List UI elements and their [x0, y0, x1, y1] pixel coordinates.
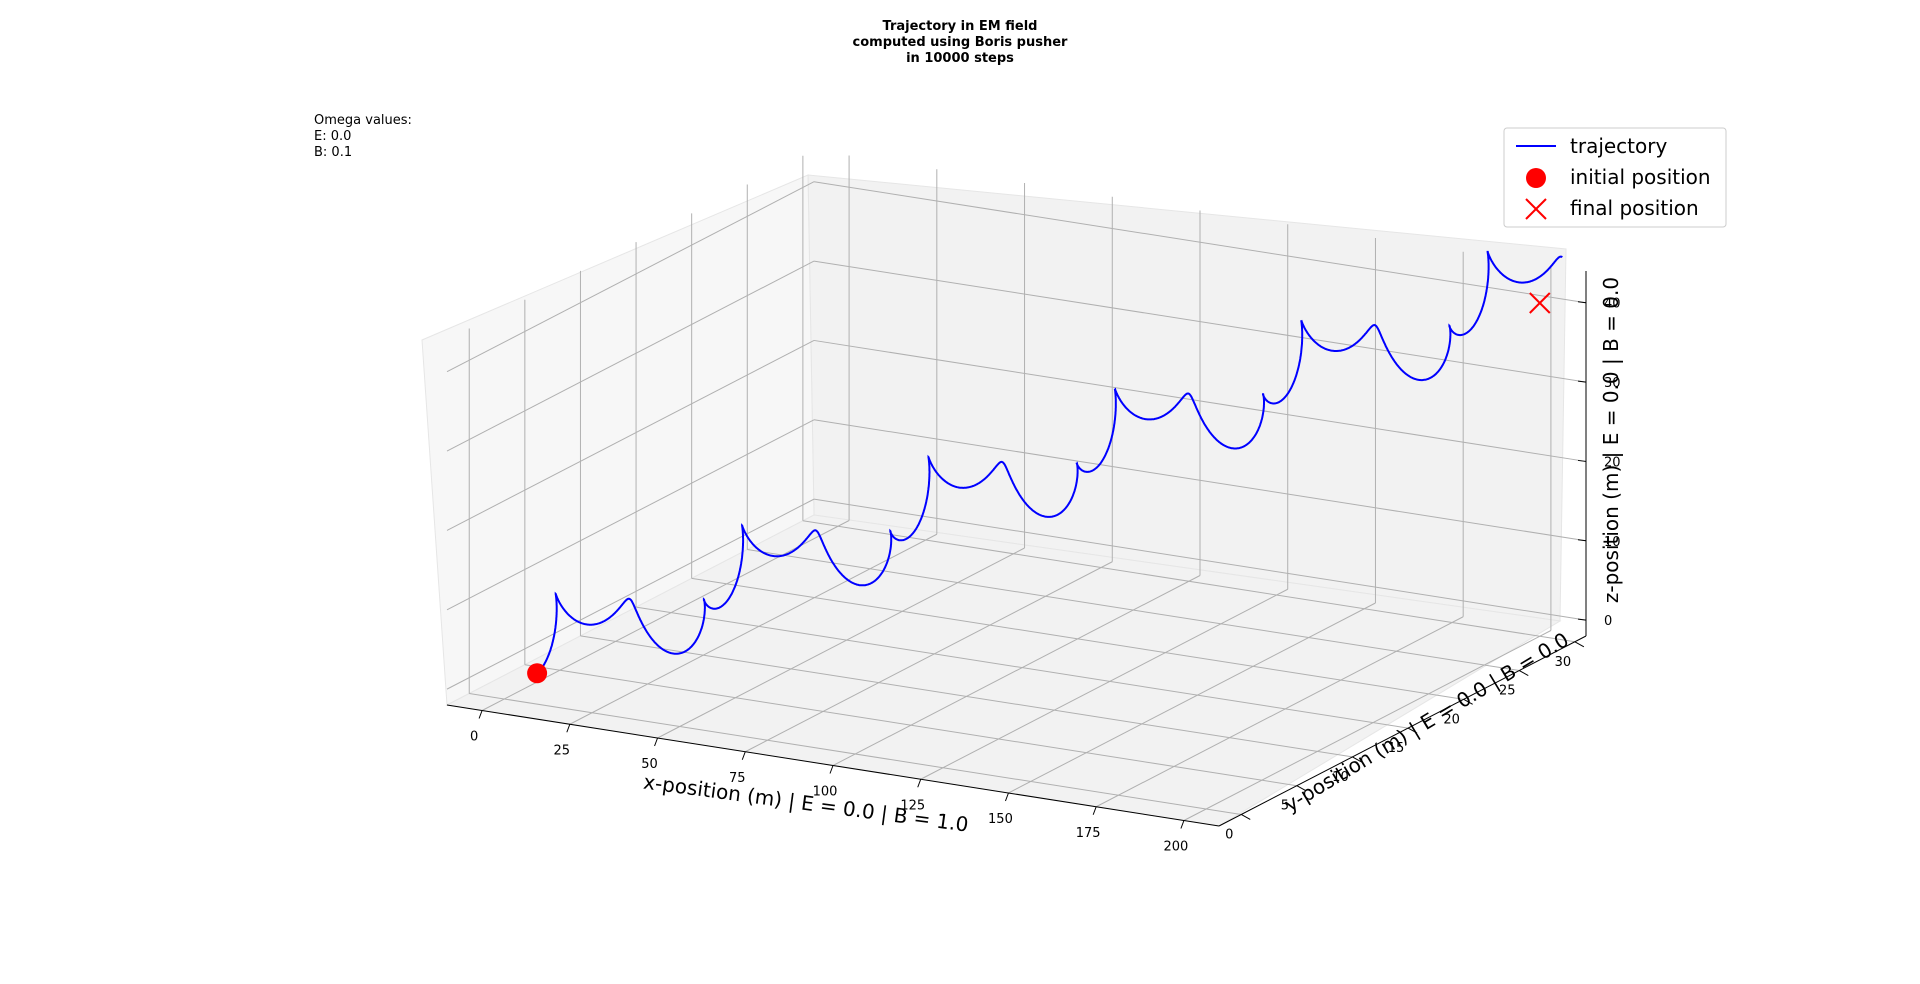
grid-line-y [691, 577, 1464, 700]
legend-final-label: final position [1570, 196, 1699, 220]
y-tick-label: 5 [1281, 799, 1289, 814]
x-tick-mark [1180, 820, 1185, 829]
x-tick-mark [829, 765, 834, 774]
trajectory-series-line [536, 250, 1563, 675]
chart-title: Trajectory in EM field computed using Bo… [853, 19, 1068, 66]
grid-line-z [446, 498, 815, 690]
legend-final-swatch [1525, 198, 1547, 220]
x-tick-label: 50 [641, 757, 658, 772]
x-tick-label: 125 [900, 798, 925, 813]
x-tick-mark [566, 724, 571, 733]
grid-line-z [813, 181, 1587, 304]
y-tick-mark [1519, 670, 1529, 676]
y-tick-label: 15 [1388, 741, 1405, 756]
grid-line-z [813, 339, 1587, 462]
y-tick-mark [1352, 756, 1362, 763]
y-tick-mark [1296, 785, 1307, 792]
z-tick-mark [1577, 618, 1587, 621]
y-tick-mark [1240, 814, 1251, 820]
grid-line-x [1183, 630, 1552, 821]
grid-line-y [580, 635, 1353, 758]
initial-position-marker [527, 663, 548, 684]
z-axis-ticks: 0 10 20 30 40 [1577, 297, 1621, 629]
x-tick-label: 150 [988, 812, 1013, 827]
y-tick-label: 30 [1555, 655, 1572, 670]
grid-line-x [1008, 602, 1376, 794]
x-tick-mark [654, 737, 659, 747]
z-tick-label: 20 [1604, 455, 1621, 470]
y-tick-label: 20 [1443, 712, 1460, 727]
grid-lines [446, 155, 1587, 821]
x-tick-label: 200 [1163, 840, 1188, 855]
omega-line-1: Omega values: [314, 113, 412, 128]
grid-line-z [813, 498, 1587, 621]
x-tick-mark [917, 779, 922, 788]
z-tick-label: 40 [1604, 297, 1621, 312]
legend-frame [1503, 127, 1727, 228]
z-tick-mark [1577, 380, 1587, 383]
grid-line-y [635, 606, 1409, 729]
title-line-2: computed using Boris pusher [853, 35, 1068, 50]
z-tick-label: 30 [1604, 376, 1621, 391]
y-tick-label: 10 [1332, 770, 1349, 785]
title-line-1: Trajectory in EM field [883, 19, 1038, 34]
grid-line-y [802, 520, 1575, 643]
y-tick-label: 25 [1499, 684, 1516, 699]
omega-annotation: Omega values: E: 0.0 B: 0.1 [314, 113, 412, 160]
y-tick-label: 0 [1225, 827, 1233, 842]
grid-line-y [747, 549, 1520, 672]
omega-line-3: B: 0.1 [314, 145, 352, 160]
final-position-marker [1529, 292, 1551, 314]
grid-line-z [813, 260, 1587, 383]
grid-line-x [745, 561, 1113, 753]
legend: trajectory initial position final positi… [1503, 127, 1727, 228]
y-axis-ticks: 0 5 10 15 20 25 30 [1225, 641, 1585, 842]
grid-line-x [1095, 616, 1464, 808]
x-tick-label: 175 [1076, 826, 1101, 841]
grid-line-z [813, 419, 1587, 542]
x-tick-mark [741, 751, 746, 760]
x-axis-ticks: 0 25 50 75 100 125 150 175 200 [470, 710, 1188, 855]
grid-line-x [657, 547, 1025, 739]
legend-initial-swatch [1526, 168, 1546, 188]
grid-line-x [569, 533, 938, 725]
legend-trajectory-label: trajectory [1570, 134, 1667, 158]
x-tick-mark [1092, 806, 1097, 815]
grid-line-x [832, 575, 1201, 766]
x-tick-mark [1004, 792, 1009, 802]
grid-line-y [469, 692, 1242, 815]
grid-line-z [446, 260, 815, 452]
y-tick-mark [1407, 727, 1418, 734]
grid-line-z [446, 419, 815, 611]
x-tick-label: 75 [729, 771, 746, 786]
final-position-x-stroke [1529, 292, 1551, 314]
grid-line-y [524, 664, 1297, 787]
grid-line-x [920, 588, 1288, 780]
z-tick-label: 10 [1604, 535, 1621, 550]
y-tick-mark [1574, 641, 1585, 648]
x-tick-label: 0 [470, 730, 478, 745]
z-tick-label: 0 [1604, 614, 1612, 629]
grid-line-z [446, 339, 815, 531]
y-tick-mark [1463, 698, 1473, 705]
z-tick-mark [1577, 459, 1587, 462]
z-tick-mark [1577, 301, 1587, 304]
z-tick-mark [1577, 539, 1587, 542]
grid-line-z [446, 181, 815, 373]
title-line-3: in 10000 steps [906, 51, 1014, 66]
x-tick-mark [478, 710, 483, 719]
legend-initial-label: initial position [1570, 165, 1711, 189]
y-axis-line [1218, 635, 1587, 827]
z-axis-label: z-position (m) | E = 0.0 | B = 0.0 [1599, 277, 1623, 603]
x-tick-label: 25 [554, 743, 571, 758]
x-tick-label: 100 [813, 785, 838, 800]
omega-line-2: E: 0.0 [314, 129, 351, 144]
